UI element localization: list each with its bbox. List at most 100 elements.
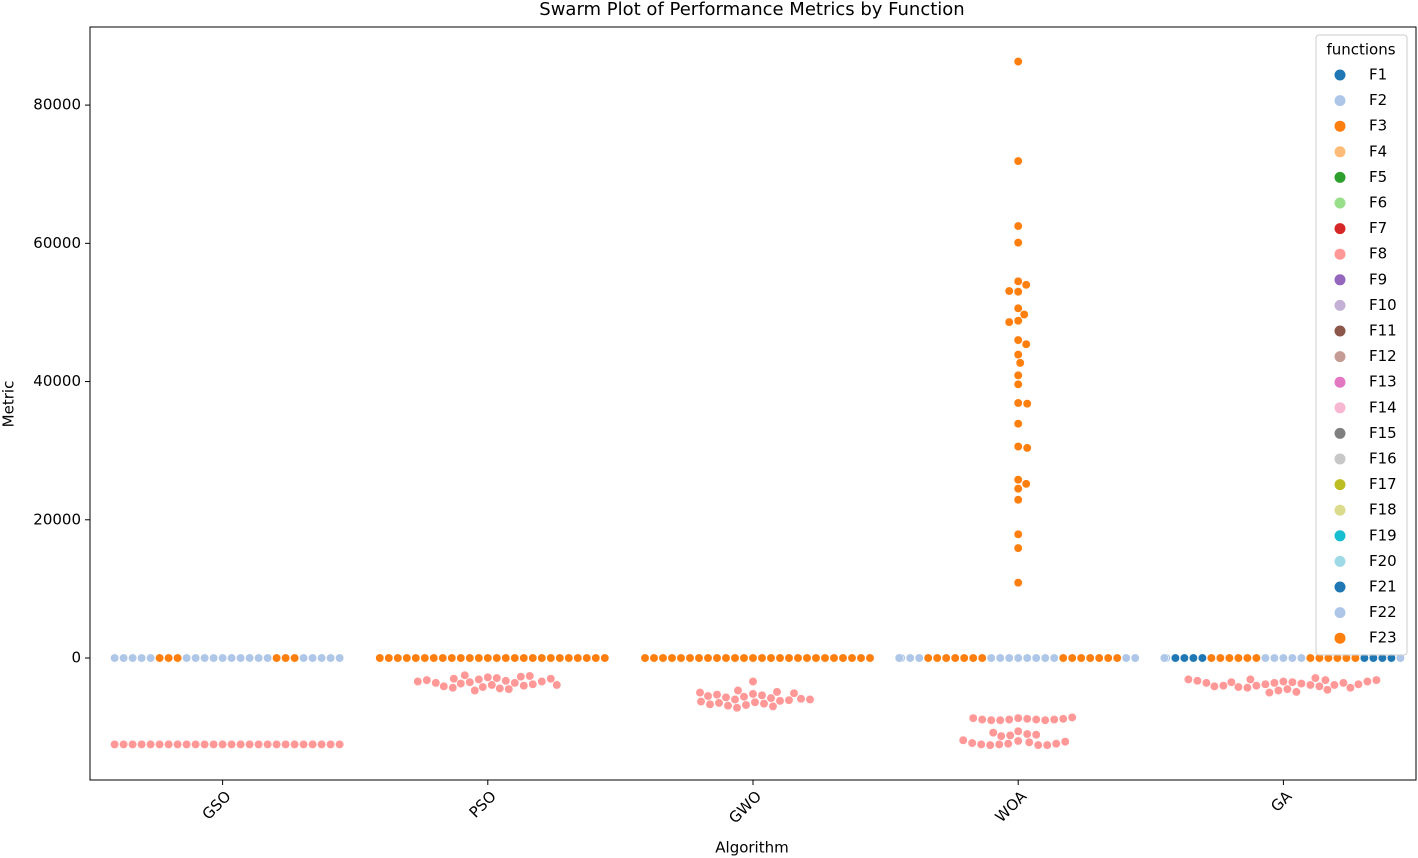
swarm-point — [272, 653, 282, 663]
swarm-point — [1112, 653, 1122, 663]
swarm-point — [1201, 678, 1211, 688]
swarm-point — [429, 653, 439, 663]
swarm-point — [1130, 653, 1140, 663]
swarm-point — [501, 676, 511, 686]
swarm-point — [1042, 740, 1052, 750]
x-tick-label: GSO — [199, 787, 235, 823]
legend-label: F18 — [1369, 501, 1397, 519]
swarm-point — [299, 739, 309, 749]
swarm-point — [829, 653, 839, 663]
legend-label: F21 — [1369, 578, 1397, 596]
swarm-point — [741, 700, 751, 710]
swarm-point — [317, 653, 327, 663]
swarm-point — [905, 653, 915, 663]
swarm-point — [1287, 653, 1297, 663]
legend-marker — [1334, 95, 1346, 107]
swarm-point — [1013, 713, 1023, 723]
swarm-point — [1076, 653, 1086, 663]
swarm-point — [976, 739, 986, 749]
swarm-point — [1031, 653, 1041, 663]
swarm-point — [640, 653, 650, 663]
swarm-point — [528, 679, 538, 689]
swarm-point — [110, 739, 120, 749]
legend-marker — [1334, 146, 1346, 158]
swarm-point — [856, 653, 866, 663]
swarm-point — [1019, 310, 1029, 319]
swarm-point — [1329, 680, 1339, 690]
swarm-point — [775, 653, 785, 663]
swarm-point — [1242, 653, 1252, 663]
swarm-point — [537, 653, 547, 663]
swarm-point — [236, 739, 246, 749]
swarm-point — [519, 681, 529, 691]
swarm-point — [985, 740, 995, 750]
swarm-point — [1159, 653, 1169, 663]
swarm-point — [200, 653, 210, 663]
swarm-point — [263, 653, 273, 663]
swarm-point — [894, 653, 904, 663]
swarm-point — [1013, 726, 1023, 736]
swarm-point — [483, 653, 493, 663]
swarm-point — [1013, 276, 1023, 286]
swarm-point — [923, 653, 933, 663]
swarm-point — [959, 653, 969, 663]
swarm-point — [748, 677, 758, 686]
swarm-point — [1058, 653, 1068, 663]
swarm-point — [1031, 715, 1041, 724]
legend-marker — [1334, 555, 1346, 567]
swarm-point — [768, 701, 778, 711]
swarm-point — [1287, 677, 1297, 687]
swarm-point — [775, 696, 785, 706]
swarm-point — [1013, 484, 1023, 494]
swarm-point — [1060, 737, 1070, 747]
legend-label: F19 — [1369, 526, 1397, 544]
swarm-point — [1013, 238, 1023, 248]
legend-marker — [1334, 248, 1346, 260]
swarm-point — [173, 739, 183, 749]
swarm-point — [1264, 688, 1274, 698]
legend-marker — [1334, 299, 1346, 311]
swarm-point — [448, 683, 458, 693]
swarm-point — [723, 701, 733, 711]
swarm-point — [1013, 57, 1023, 67]
swarm-point — [492, 653, 502, 663]
swarm-point — [1260, 653, 1270, 663]
swarm-point — [950, 653, 960, 663]
swarm-point — [766, 653, 776, 663]
swarm-point — [1320, 675, 1330, 685]
swarm-point — [995, 715, 1005, 725]
swarm-point — [995, 653, 1005, 663]
swarm-point — [564, 653, 574, 663]
swarm-point — [525, 671, 535, 681]
legend-label: F13 — [1369, 373, 1397, 391]
legend-label: F22 — [1369, 603, 1397, 621]
swarm-point — [1013, 156, 1023, 166]
swarm-point — [1094, 653, 1104, 663]
legend-marker — [1334, 530, 1346, 542]
y-tick-label: 40000 — [33, 372, 81, 390]
swarm-point — [1013, 221, 1023, 231]
swarm-point — [209, 653, 219, 663]
swarm-point — [1013, 303, 1023, 313]
swarm-point — [411, 653, 421, 663]
swarm-point — [128, 653, 138, 663]
swarm-point — [1197, 653, 1207, 663]
swarm-point — [504, 684, 514, 694]
swarm-point — [460, 670, 470, 680]
swarm-point — [1224, 653, 1234, 663]
swarm-point — [1192, 676, 1202, 686]
swarm-point — [1013, 736, 1023, 746]
swarm-point — [281, 653, 291, 663]
swarm-point — [1085, 653, 1095, 663]
swarm-point — [820, 653, 830, 663]
swarm-point — [227, 653, 237, 663]
swarm-point — [1021, 479, 1031, 489]
swarm-point — [705, 699, 715, 709]
swarm-point — [1022, 714, 1032, 724]
swarm-point — [573, 653, 583, 663]
swarm-point — [119, 739, 129, 749]
swarm-point — [1305, 653, 1315, 663]
swarm-point — [245, 653, 255, 663]
swarm-point — [1013, 495, 1023, 505]
swarm-point — [335, 739, 345, 749]
